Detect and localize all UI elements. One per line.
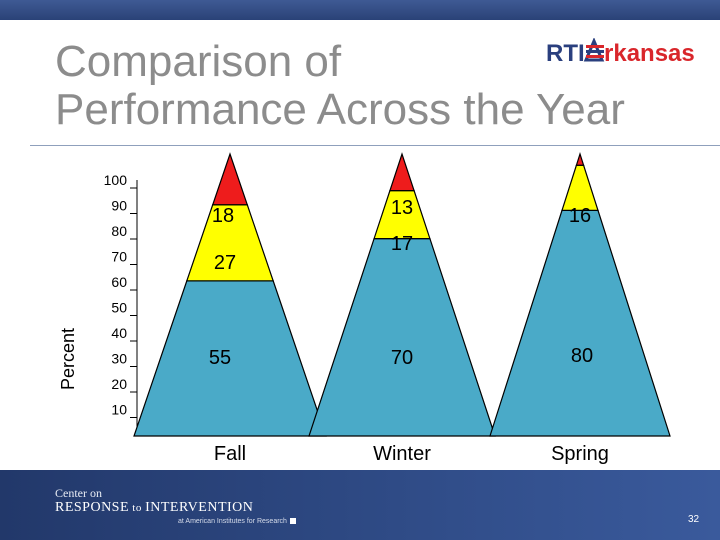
label-layer: 55 27 18 Fall 70 17 13 Winter 80 16 Spring — [209, 197, 609, 465]
footer-organization-name: RESPONSE to INTERVENTION — [55, 500, 253, 516]
slide-title: Comparison of Performance Across the Yea… — [55, 38, 625, 134]
logo-text-left: RTI — [546, 40, 585, 67]
data-label: 80 — [571, 345, 593, 367]
data-label: 16 — [569, 205, 591, 227]
footer-to: to — [129, 502, 146, 514]
y-tick-label: 50 — [111, 300, 127, 316]
data-label: 55 — [209, 347, 231, 369]
pyramid-layer — [133, 152, 671, 437]
y-tick-label: 70 — [111, 249, 127, 265]
y-tick-label: 90 — [111, 198, 127, 214]
pyramid-segment — [389, 152, 415, 192]
pyramid-segment — [211, 152, 249, 206]
y-tick-label: 40 — [111, 325, 127, 341]
pyramid-segment — [308, 237, 496, 437]
y-tick-label: 30 — [111, 351, 127, 367]
footer-banner: Center on RESPONSE to INTERVENTION at Am… — [0, 470, 720, 540]
footer-center-on: Center on — [55, 486, 102, 500]
pyramid-segment — [575, 152, 585, 166]
page-number: 32 — [688, 514, 700, 525]
y-tick-label: 60 — [111, 274, 127, 290]
category-label: Fall — [214, 443, 246, 465]
data-label: 13 — [391, 197, 413, 219]
performance-chart: Percent 100 90 80 70 60 50 40 30 20 10 55 27 18 Fall… — [58, 152, 671, 465]
pyramid-segment — [561, 164, 599, 212]
footer-affiliation: at American Institutes for Research — [178, 518, 296, 525]
data-label: 17 — [391, 233, 413, 255]
data-label: 18 — [212, 205, 234, 227]
category-label: Spring — [551, 443, 609, 465]
title-line-1: Comparison of — [55, 37, 342, 86]
title-divider — [30, 145, 720, 146]
data-label: 27 — [214, 252, 236, 274]
pyramid-segment — [489, 209, 671, 437]
y-axis-label: Percent — [58, 328, 78, 390]
top-banner — [0, 0, 720, 20]
y-tick-label: 100 — [104, 172, 128, 188]
y-tick-label: 80 — [111, 223, 127, 239]
y-tick-label: 10 — [111, 402, 127, 418]
logo-text-right: rkansas — [604, 40, 695, 67]
footer-square-icon — [289, 518, 296, 525]
title-line-2: Performance Across the Year — [55, 85, 625, 134]
rti-arkansas-logo: RTI rkansas — [546, 38, 695, 67]
y-tick-label: 20 — [111, 376, 127, 392]
category-label: Winter — [373, 443, 431, 465]
data-label: 70 — [391, 347, 413, 369]
footer-affiliation-text: at American Institutes for Research — [178, 518, 287, 525]
y-axis: 100 90 80 70 60 50 40 30 20 10 — [104, 172, 138, 436]
footer-response: RESPONSE — [55, 500, 130, 515]
footer-intervention: INTERVENTION — [145, 500, 254, 515]
logo-a-flag-icon — [583, 38, 605, 62]
